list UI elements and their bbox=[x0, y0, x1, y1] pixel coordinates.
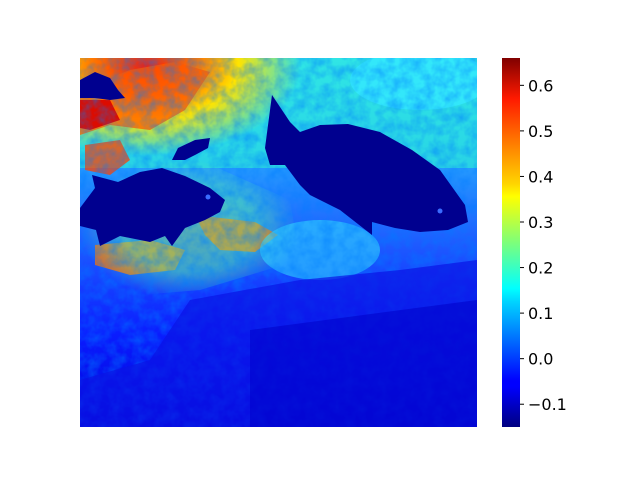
colorbar-tick-label: −0.1 bbox=[528, 395, 567, 414]
colorbar-tick-label: 0.1 bbox=[528, 304, 553, 323]
colorbar-gradient bbox=[502, 58, 520, 427]
colorbar-tick-label: 0.2 bbox=[528, 259, 553, 278]
colorbar-tick-label: 0.5 bbox=[528, 122, 553, 141]
fish-silhouette-right bbox=[265, 95, 468, 235]
heatmap-image bbox=[80, 58, 477, 427]
colorbar-ticks: −0.1 0.0 0.1 0.2 0.3 0.4 0.5 0.6 bbox=[520, 76, 567, 414]
fish-silhouette-topleft bbox=[80, 72, 125, 100]
colorbar: −0.1 0.0 0.1 0.2 0.3 0.4 0.5 0.6 bbox=[502, 58, 567, 427]
colorbar-tick-label: 0.0 bbox=[528, 350, 553, 369]
fish-silhouette-left bbox=[80, 168, 225, 246]
colorbar-tick-label: 0.3 bbox=[528, 213, 553, 232]
fish-silhouette-small bbox=[172, 138, 210, 160]
colorbar-tick-label: 0.4 bbox=[528, 167, 553, 186]
colorbar-tick-label: 0.6 bbox=[528, 76, 553, 95]
